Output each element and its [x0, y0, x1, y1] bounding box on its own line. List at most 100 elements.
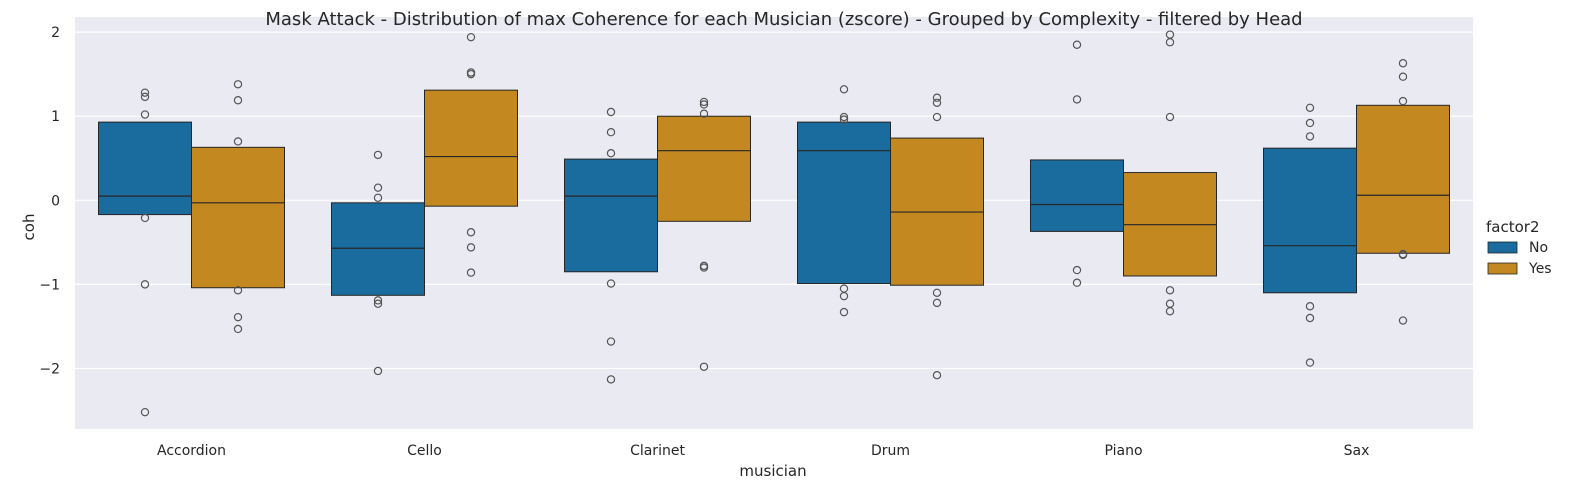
outlier-point: [140, 213, 150, 223]
box: [657, 115, 751, 222]
outlier-point: [932, 93, 942, 102]
category-group: [1030, 30, 1217, 316]
category-group: [1263, 59, 1450, 367]
outlier-point: [1165, 38, 1175, 47]
outlier-point: [932, 112, 942, 122]
y-axis-label: coh: [20, 214, 38, 241]
outlier-point: [233, 80, 243, 89]
legend-label: Yes: [1528, 261, 1552, 277]
outlier-point: [233, 96, 243, 105]
outlier-point: [373, 296, 383, 305]
outlier-point: [1072, 95, 1082, 104]
x-axis-label: musician: [739, 462, 806, 480]
outlier-point: [140, 280, 150, 289]
outlier-point: [373, 150, 383, 160]
outlier-point: [1165, 286, 1175, 295]
box: [98, 121, 192, 216]
outlier-point: [606, 149, 616, 158]
y-tick-label: 1: [51, 109, 60, 125]
outlier-point: [233, 324, 243, 334]
outlier-point: [140, 110, 150, 119]
legend-label: No: [1529, 240, 1548, 256]
outlier-point: [466, 268, 476, 277]
outlier-point: [1305, 103, 1315, 113]
x-tick-label: Drum: [871, 443, 910, 459]
grid-lines: [75, 31, 1473, 370]
y-tick-label: −2: [39, 361, 60, 377]
outlier-point: [1165, 112, 1175, 122]
outlier-point: [606, 107, 616, 117]
outlier-point: [839, 85, 849, 94]
outlier-point: [466, 69, 476, 79]
box-groups: [98, 30, 1450, 417]
category-group: [98, 80, 285, 417]
outlier-point: [140, 407, 150, 417]
outlier-point: [1398, 59, 1408, 68]
outlier-point: [373, 299, 383, 308]
x-tick-labels: Accordion Cello Clarinet Drum Piano Sax: [157, 443, 1369, 459]
box: [424, 89, 518, 207]
box: [331, 202, 425, 296]
outlier-point: [1398, 316, 1408, 325]
y-tick-labels: 2 1 0 −1 −2: [39, 25, 60, 377]
outlier-point: [1072, 265, 1082, 275]
outlier-point: [1305, 132, 1315, 141]
outlier-point: [932, 288, 942, 297]
outlier-point: [466, 32, 476, 42]
box: [1356, 104, 1450, 254]
outlier-point: [373, 193, 383, 202]
legend-swatch: [1487, 241, 1518, 254]
outlier-point: [233, 286, 243, 295]
outlier-point: [839, 307, 849, 317]
x-tick-label: Cello: [407, 443, 442, 459]
legend-swatch: [1487, 262, 1518, 275]
chart-title: Mask Attack - Distribution of max Cohere…: [265, 9, 1302, 30]
outlier-point: [1165, 307, 1175, 316]
outlier-point: [140, 88, 150, 97]
x-tick-label: Piano: [1104, 443, 1142, 459]
legend-title: factor2: [1486, 218, 1540, 236]
category-group: [797, 85, 984, 380]
legend: factor2 No Yes: [1486, 218, 1552, 277]
category-group: [564, 97, 751, 384]
box: [1030, 159, 1124, 232]
box: [797, 121, 891, 285]
y-tick-label: 0: [51, 193, 60, 209]
outlier-point: [699, 100, 709, 109]
outlier-point: [1305, 358, 1315, 367]
outlier-point: [606, 337, 616, 346]
outlier-point: [233, 137, 243, 146]
outlier-point: [1072, 278, 1082, 287]
outlier-point: [699, 109, 709, 118]
box: [564, 158, 658, 273]
outlier-point: [1305, 302, 1315, 311]
outlier-point: [140, 92, 150, 102]
outlier-point: [466, 228, 476, 237]
x-tick-label: Accordion: [157, 443, 226, 459]
outlier-point: [606, 375, 616, 384]
outlier-point: [932, 370, 942, 380]
outlier-point: [839, 112, 849, 122]
box: [1263, 147, 1357, 294]
outlier-point: [1398, 96, 1408, 106]
y-tick-label: 2: [51, 25, 60, 41]
plot-area: [75, 17, 1473, 429]
outlier-point: [1305, 313, 1315, 323]
outlier-point: [373, 366, 383, 376]
outlier-point: [1072, 40, 1082, 49]
outlier-point: [699, 97, 709, 107]
outlier-point: [373, 183, 383, 192]
outlier-point: [1398, 72, 1408, 81]
category-group: [331, 32, 518, 376]
y-tick-label: −1: [39, 277, 60, 293]
outlier-point: [839, 115, 849, 124]
box: [191, 146, 285, 289]
outlier-point: [932, 298, 942, 308]
outlier-point: [606, 127, 616, 137]
outlier-point: [606, 279, 616, 288]
x-tick-label: Sax: [1344, 443, 1370, 459]
outlier-point: [1398, 250, 1408, 260]
outlier-point: [233, 312, 243, 322]
outlier-point: [699, 263, 709, 272]
